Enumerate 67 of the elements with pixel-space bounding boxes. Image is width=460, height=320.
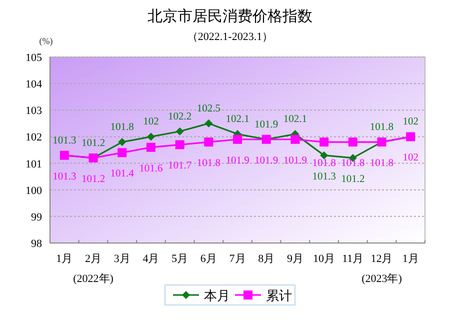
data-label: 101.8	[196, 158, 220, 170]
y-tick-label: 99	[31, 211, 42, 224]
data-label: 101.8	[370, 122, 394, 134]
data-label: 102.1	[283, 114, 308, 126]
point	[118, 138, 126, 146]
x-tick-label: 6月	[200, 253, 217, 265]
x-tick-label: 3月	[114, 253, 130, 265]
point	[233, 134, 242, 144]
point	[320, 151, 328, 160]
x-tick-label: 1月	[56, 253, 73, 265]
y-tick-label: 102	[26, 132, 42, 144]
x-tick-label: 1月	[402, 253, 419, 265]
legend-label: 累计	[266, 288, 292, 303]
data-label: 102.5	[196, 103, 220, 114]
data-label: 101.3	[312, 171, 336, 182]
data-label: 101.3	[52, 135, 76, 146]
data-label: 101.9	[254, 155, 278, 166]
data-label: 102	[143, 116, 159, 128]
data-label: 101.6	[139, 163, 163, 174]
data-label: 101.8	[312, 158, 336, 170]
y-tick-label: 104	[26, 78, 42, 91]
y-tick-label: 103	[26, 105, 42, 118]
x-tick-label: 7月	[229, 253, 246, 265]
y-tick-label: 101	[26, 158, 42, 170]
data-label: 101.8	[370, 158, 394, 170]
data-label: 101.2	[341, 174, 365, 185]
data-label: 102	[402, 152, 418, 164]
point	[204, 119, 213, 128]
data-label: 101.3	[52, 171, 76, 182]
text: (2022年)	[73, 273, 114, 285]
chart-title: 北京市居民消费价格指数	[148, 8, 312, 25]
data-label: 101.9	[226, 155, 250, 166]
point	[146, 132, 155, 141]
y-tick-label: 105	[26, 52, 42, 64]
point	[348, 138, 358, 147]
legend-label: 本月	[204, 288, 230, 303]
data-label: 101.7	[168, 160, 192, 172]
point	[176, 127, 184, 136]
y-tick-label: 100	[26, 184, 42, 197]
chart-subtitle: （2022.1-2023.1）	[186, 31, 274, 43]
point	[204, 138, 214, 147]
y-tick-label: 98	[31, 238, 42, 250]
data-label: 101.4	[110, 168, 135, 180]
data-label: 102	[402, 116, 418, 128]
data-label: 101.9	[254, 119, 278, 130]
point	[146, 142, 156, 152]
x-tick-label: 9月	[286, 253, 304, 265]
data-label: 101.2	[81, 174, 106, 185]
data-label: 102.2	[168, 111, 192, 122]
data-label: 101.9	[283, 155, 308, 166]
x-tick-label: 11月	[342, 253, 364, 265]
point	[118, 148, 127, 158]
data-label: 102.1	[226, 114, 250, 126]
point	[320, 138, 329, 147]
text: (2023年)	[362, 273, 402, 285]
data-label: 101.2	[81, 138, 106, 149]
x-tick-label: 2月	[85, 253, 102, 265]
x-tick-label: 5月	[172, 253, 188, 265]
x-tick-label: 12月	[370, 253, 393, 265]
point	[290, 134, 300, 144]
y-axis-title: (%)	[39, 36, 53, 46]
data-label: 101.8	[341, 158, 365, 170]
x-tick-label: 10月	[313, 253, 336, 265]
x-tick-label: 8月	[258, 253, 275, 265]
point	[175, 140, 184, 150]
data-label: 101.8	[110, 122, 134, 134]
x-tick-label: 4月	[142, 253, 160, 265]
